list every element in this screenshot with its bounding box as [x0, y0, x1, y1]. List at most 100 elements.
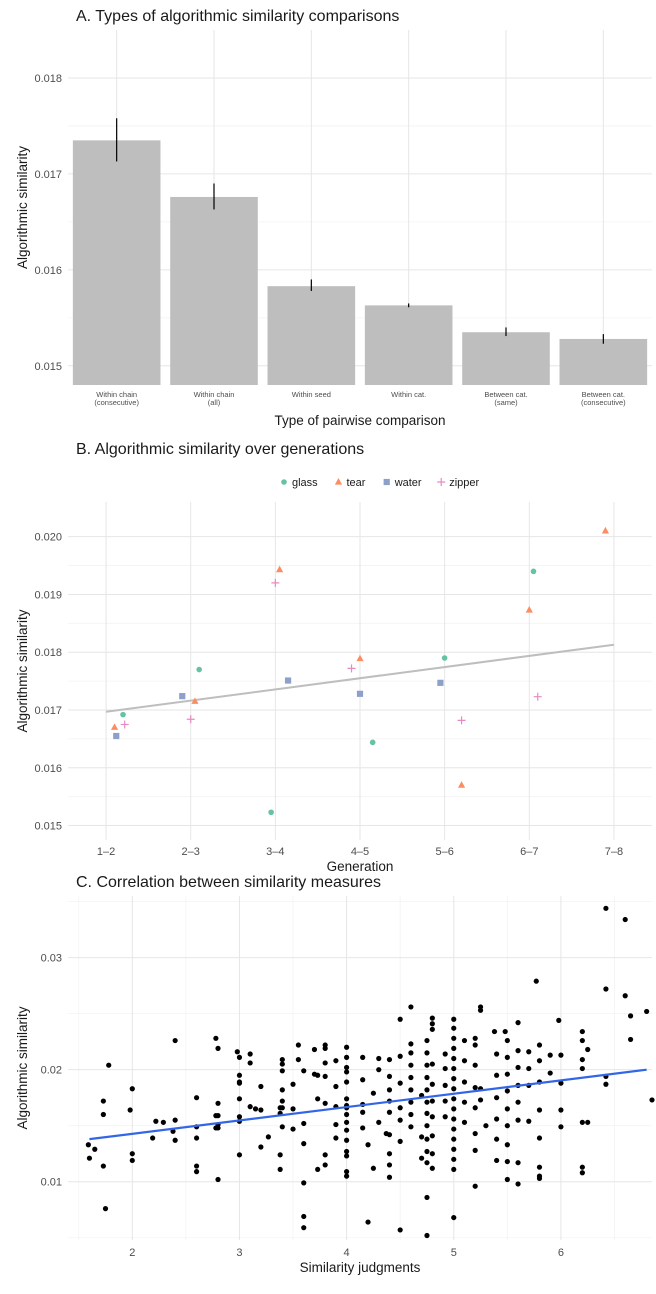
data-point: [622, 916, 628, 923]
x-tick-label: Within seed: [292, 390, 331, 399]
data-point: [365, 1142, 371, 1148]
y-tick-label: 0.019: [34, 589, 62, 601]
bar: [462, 332, 550, 385]
chart-b-title: B. Algorithmic similarity over generatio…: [76, 441, 365, 458]
point-glass: [196, 666, 202, 673]
data-point: [451, 1136, 457, 1142]
data-point: [397, 1227, 403, 1233]
data-point: [442, 1051, 448, 1057]
data-point: [536, 1058, 543, 1064]
data-point: [376, 1055, 382, 1062]
data-point: [100, 1098, 106, 1104]
data-point: [397, 1016, 403, 1022]
data-point: [451, 1116, 457, 1122]
data-point: [494, 1095, 500, 1101]
y-tick-label: 0.015: [34, 821, 62, 833]
data-point: [603, 986, 609, 992]
data-point: [419, 1155, 425, 1161]
data-point: [494, 1072, 500, 1078]
data-point: [215, 1176, 221, 1183]
data-point: [386, 1056, 393, 1063]
data-point: [397, 1138, 403, 1144]
data-point: [494, 1051, 500, 1057]
data-point: [301, 1213, 307, 1220]
data-point: [477, 1097, 484, 1103]
data-point: [451, 1156, 457, 1162]
point-glass: [530, 568, 537, 575]
x-tick-label: 2–3: [182, 846, 200, 858]
data-point: [322, 1073, 328, 1080]
data-point: [451, 1166, 457, 1173]
point-glass: [369, 739, 376, 746]
data-point: [344, 1079, 350, 1085]
data-point: [301, 1120, 307, 1127]
y-tick-label: 0.020: [34, 532, 62, 544]
data-point: [301, 1180, 307, 1186]
x-tick-label: Within cat.: [391, 390, 426, 399]
data-point: [558, 1124, 564, 1130]
data-point: [451, 1016, 457, 1022]
data-point: [258, 1144, 264, 1150]
data-point: [451, 1096, 457, 1102]
data-point: [344, 1153, 350, 1159]
data-point: [408, 1087, 414, 1093]
data-point: [129, 1157, 135, 1164]
data-point: [504, 1071, 510, 1077]
y-tick-label: 0.02: [41, 1065, 62, 1077]
data-point: [301, 1068, 307, 1074]
data-point: [424, 1123, 430, 1129]
point-zipper: [120, 720, 129, 729]
data-point: [279, 1068, 285, 1074]
data-point: [515, 1099, 521, 1105]
data-point: [442, 1114, 448, 1120]
data-point: [579, 1028, 585, 1035]
trend-line: [105, 643, 615, 713]
data-point: [344, 1111, 350, 1118]
data-point: [461, 1058, 468, 1064]
data-point: [344, 1064, 350, 1071]
data-point: [408, 1050, 414, 1056]
data-point: [279, 1105, 285, 1111]
data-point: [424, 1074, 430, 1081]
data-point: [424, 1160, 430, 1166]
data-point: [533, 978, 539, 984]
data-point: [258, 1083, 264, 1090]
data-point: [504, 1088, 510, 1094]
data-point: [644, 1008, 650, 1015]
data-point: [279, 1056, 285, 1063]
data-point: [472, 1130, 478, 1137]
data-point: [429, 1061, 435, 1067]
chart-c: 0.01 0.02 0.03 2 3 4 5 6 Similarity judgments Alg…: [15, 896, 655, 1275]
data-point: [408, 1074, 414, 1081]
data-point: [376, 1119, 382, 1125]
data-point: [100, 1163, 106, 1169]
data-point: [295, 1042, 301, 1048]
data-point: [424, 1050, 430, 1056]
chart-a-title: A. Types of algorithmic similarity compa…: [76, 8, 400, 25]
y-tick-label: 0.015: [34, 361, 62, 373]
y-tick-label: 0.018: [34, 73, 62, 85]
data-point: [526, 1065, 532, 1072]
data-point: [515, 1160, 521, 1166]
data-point: [100, 1111, 106, 1118]
x-tick-label: 4–5: [351, 846, 369, 858]
y-tick-label: 0.03: [41, 953, 62, 965]
data-point: [429, 1151, 435, 1157]
data-point: [370, 1165, 376, 1171]
y-tick-label: 0.018: [34, 647, 62, 659]
data-point: [579, 1164, 585, 1170]
data-point: [301, 1141, 307, 1147]
data-point: [442, 1082, 448, 1088]
x-tick-label: 6: [558, 1247, 564, 1259]
data-point: [536, 1042, 543, 1048]
data-point: [424, 1110, 430, 1116]
data-point: [290, 1106, 296, 1112]
data-point: [451, 1035, 457, 1041]
bar: [72, 140, 161, 385]
point-water: [113, 732, 120, 740]
data-point: [129, 1151, 135, 1157]
x-tick-label: Between cat.: [484, 390, 527, 399]
legend-glass-key: [281, 479, 287, 485]
data-point: [558, 1080, 564, 1086]
